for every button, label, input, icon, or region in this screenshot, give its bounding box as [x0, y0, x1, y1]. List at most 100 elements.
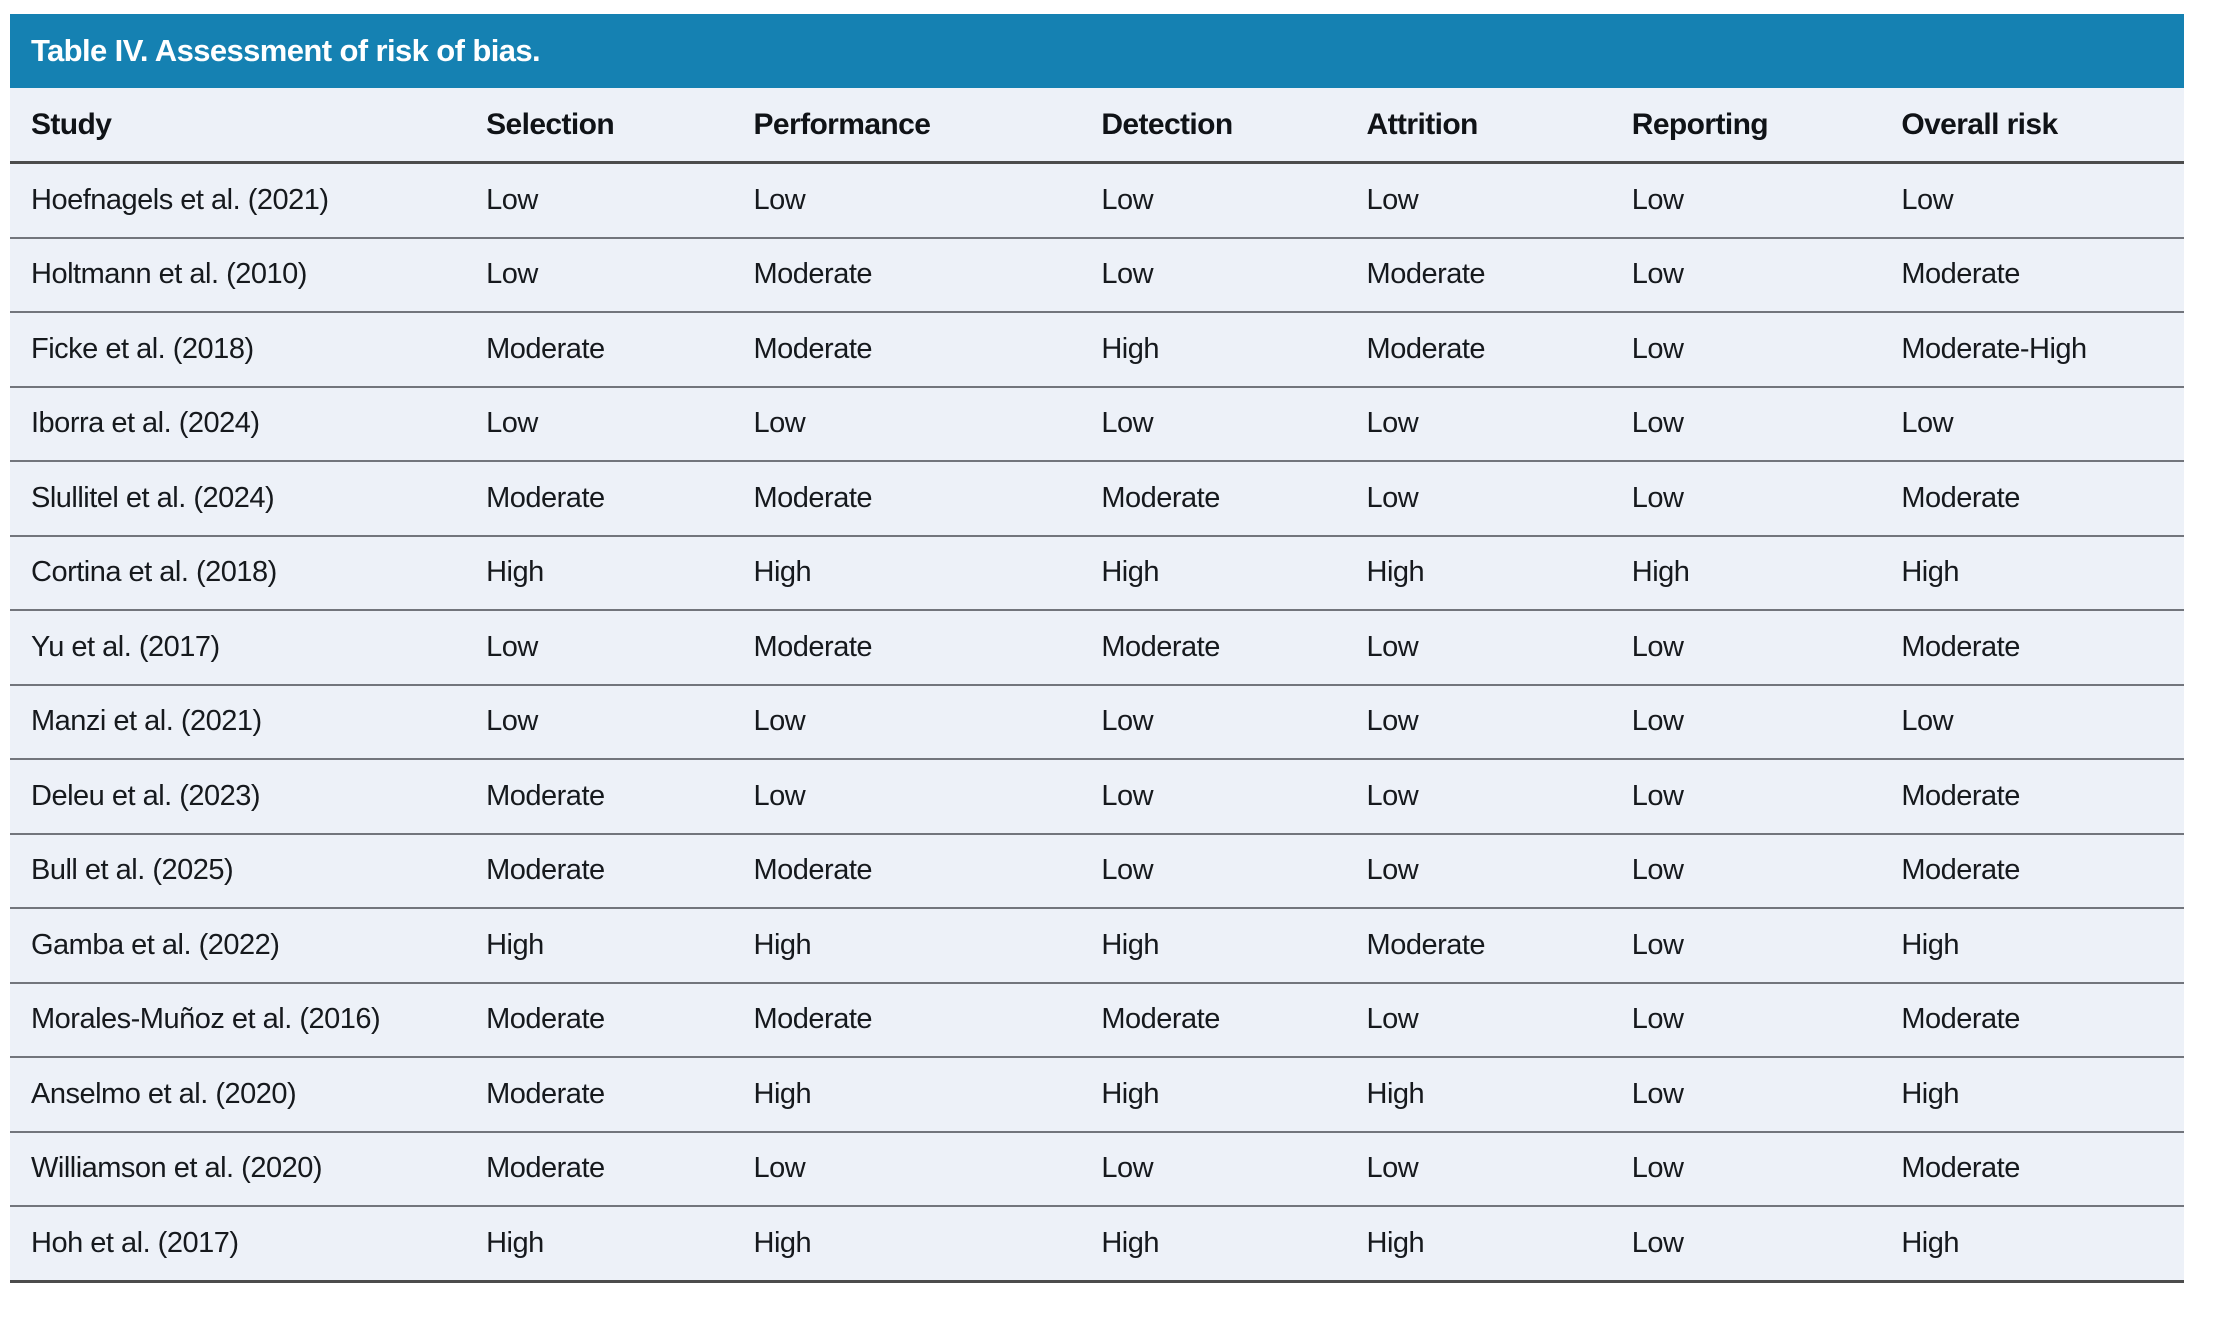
cell-overall-risk: Low — [1901, 162, 2184, 239]
cell-reporting: Low — [1631, 759, 1902, 835]
cell-attrition: High — [1366, 535, 1632, 611]
cell-selection: High — [486, 1206, 754, 1283]
cell-attrition: Low — [1366, 684, 1632, 760]
cell-detection: Low — [1101, 386, 1367, 462]
cell-study: Ficke et al. (2018) — [10, 312, 487, 388]
cell-overall-risk: Moderate — [1901, 1131, 2184, 1207]
table-title: Table IV. Assessment of risk of bias. — [31, 33, 541, 68]
cell-selection: High — [486, 908, 754, 984]
table-row: Manzi et al. (2021) Low Low Low Low Low Low — [10, 684, 2184, 760]
cell-attrition: Moderate — [1366, 908, 1632, 984]
cell-reporting: High — [1631, 535, 1902, 611]
table-row: Iborra et al. (2024) Low Low Low Low Low Low — [10, 386, 2184, 462]
cell-overall-risk: Moderate — [1901, 610, 2184, 686]
cell-selection: Moderate — [486, 759, 754, 835]
cell-reporting: Low — [1631, 386, 1902, 462]
cell-performance: Moderate — [753, 982, 1102, 1058]
column-header-study: Study — [10, 88, 487, 164]
cell-attrition: Low — [1366, 982, 1632, 1058]
cell-overall-risk: High — [1901, 1206, 2184, 1283]
cell-selection: Moderate — [486, 982, 754, 1058]
table-row: Hoefnagels et al. (2021) Low Low Low Low Low L… — [10, 162, 2184, 239]
cell-study: Morales-Muñoz et al. (2016) — [10, 982, 487, 1058]
cell-performance: Low — [753, 759, 1102, 835]
cell-study: Cortina et al. (2018) — [10, 535, 487, 611]
table-row: Yu et al. (2017) Low Moderate Moderate Low Lo… — [10, 610, 2184, 686]
cell-performance: Moderate — [753, 610, 1102, 686]
cell-reporting: Low — [1631, 162, 1902, 239]
table-row: Slullitel et al. (2024) Moderate Moderate M… — [10, 461, 2184, 537]
cell-attrition: Low — [1366, 162, 1632, 239]
table-row: Anselmo et al. (2020) Moderate High High Hig… — [10, 1057, 2184, 1133]
cell-study: Iborra et al. (2024) — [10, 386, 487, 462]
cell-attrition: High — [1366, 1057, 1632, 1133]
cell-overall-risk: Low — [1901, 386, 2184, 462]
table-row: Hoh et al. (2017) High High High High Low High — [10, 1206, 2184, 1283]
column-header-performance: Performance — [753, 88, 1102, 164]
cell-detection: High — [1101, 908, 1367, 984]
cell-selection: Low — [486, 684, 754, 760]
cell-detection: Moderate — [1101, 982, 1367, 1058]
cell-performance: Low — [753, 162, 1102, 239]
cell-selection: Moderate — [486, 461, 754, 537]
cell-performance: Moderate — [753, 833, 1102, 909]
cell-attrition: Moderate — [1366, 237, 1632, 313]
cell-study: Bull et al. (2025) — [10, 833, 487, 909]
cell-selection: Low — [486, 237, 754, 313]
cell-detection: Moderate — [1101, 610, 1367, 686]
cell-attrition: Low — [1366, 461, 1632, 537]
cell-attrition: Low — [1366, 610, 1632, 686]
cell-attrition: Moderate — [1366, 312, 1632, 388]
cell-attrition: Low — [1366, 386, 1632, 462]
cell-reporting: Low — [1631, 684, 1902, 760]
cell-selection: Moderate — [486, 312, 754, 388]
cell-selection: High — [486, 535, 754, 611]
cell-performance: Low — [753, 1131, 1102, 1207]
column-header-attrition: Attrition — [1366, 88, 1632, 164]
cell-detection: Low — [1101, 162, 1367, 239]
cell-reporting: Low — [1631, 1057, 1902, 1133]
cell-study: Deleu et al. (2023) — [10, 759, 487, 835]
cell-study: Manzi et al. (2021) — [10, 684, 487, 760]
cell-detection: High — [1101, 1057, 1367, 1133]
cell-attrition: Low — [1366, 759, 1632, 835]
cell-study: Slullitel et al. (2024) — [10, 461, 487, 537]
cell-detection: Low — [1101, 833, 1367, 909]
column-header-detection: Detection — [1101, 88, 1367, 164]
cell-detection: High — [1101, 535, 1367, 611]
table-row: Holtmann et al. (2010) Low Moderate Low Mode… — [10, 237, 2184, 313]
cell-selection: Moderate — [486, 1057, 754, 1133]
cell-performance: Moderate — [753, 461, 1102, 537]
cell-overall-risk: High — [1901, 535, 2184, 611]
cell-detection: Low — [1101, 759, 1367, 835]
cell-overall-risk: Moderate — [1901, 982, 2184, 1058]
cell-attrition: Low — [1366, 833, 1632, 909]
cell-detection: Low — [1101, 1131, 1367, 1207]
cell-detection: High — [1101, 312, 1367, 388]
cell-selection: Low — [486, 386, 754, 462]
cell-performance: High — [753, 1206, 1102, 1283]
risk-of-bias-table-container: Table IV. Assessment of risk of bias. St… — [10, 14, 2184, 1283]
cell-overall-risk: High — [1901, 1057, 2184, 1133]
cell-performance: Moderate — [753, 312, 1102, 388]
cell-study: Gamba et al. (2022) — [10, 908, 487, 984]
cell-study: Williamson et al. (2020) — [10, 1131, 487, 1207]
cell-performance: Moderate — [753, 237, 1102, 313]
cell-overall-risk: Moderate — [1901, 833, 2184, 909]
cell-study: Anselmo et al. (2020) — [10, 1057, 487, 1133]
cell-overall-risk: Low — [1901, 684, 2184, 760]
cell-reporting: Low — [1631, 833, 1902, 909]
cell-reporting: Low — [1631, 312, 1902, 388]
table-row: Cortina et al. (2018) High High High High Hig… — [10, 535, 2184, 611]
cell-performance: High — [753, 1057, 1102, 1133]
cell-overall-risk: Moderate — [1901, 759, 2184, 835]
cell-detection: Low — [1101, 684, 1367, 760]
cell-selection: Moderate — [486, 1131, 754, 1207]
cell-reporting: Low — [1631, 1206, 1902, 1283]
risk-of-bias-table: Study Selection Performance Detection Attrit… — [10, 88, 2184, 1283]
table-title-bar: Table IV. Assessment of risk of bias. — [10, 14, 2184, 88]
cell-overall-risk: High — [1901, 908, 2184, 984]
table-row: Williamson et al. (2020) Moderate Low Low Lo… — [10, 1131, 2184, 1207]
cell-detection: Moderate — [1101, 461, 1367, 537]
cell-performance: High — [753, 535, 1102, 611]
